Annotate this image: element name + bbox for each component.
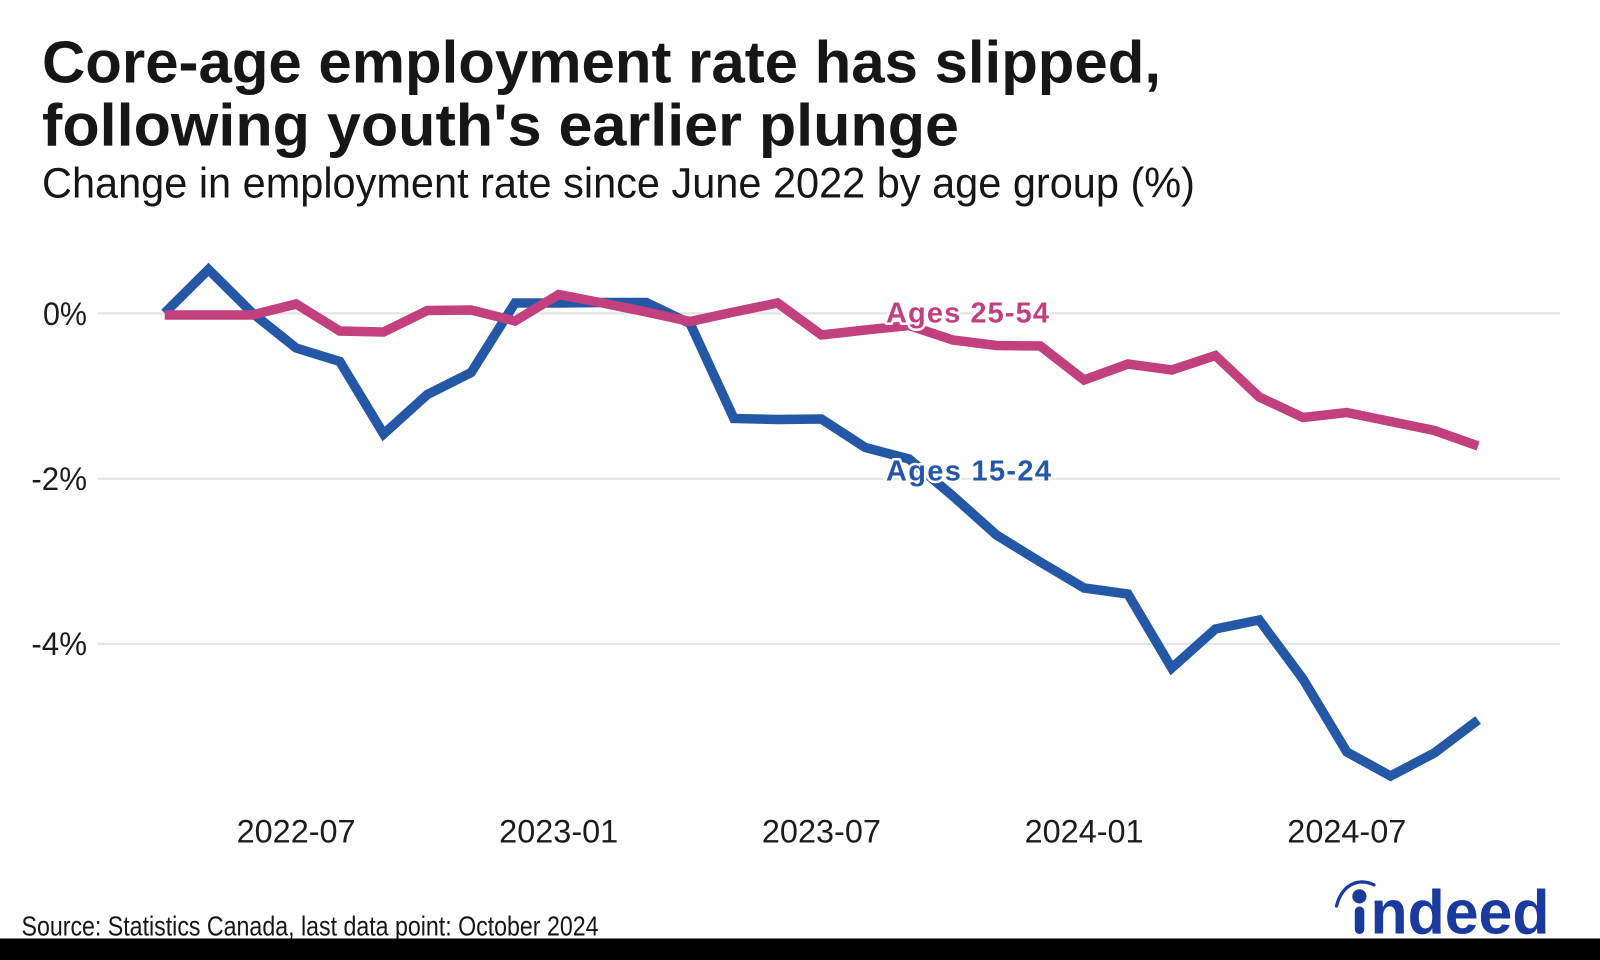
svg-text:2023-01: 2023-01 — [499, 814, 618, 850]
svg-text:-2%: -2% — [31, 461, 87, 497]
svg-text:Change in employment rate sinc: Change in employment rate since June 202… — [42, 160, 1195, 208]
svg-text:Ages 15-24: Ages 15-24 — [886, 456, 1051, 488]
svg-text:Core-age employment rate has s: Core-age employment rate has slipped, — [42, 30, 1161, 96]
svg-text:0%: 0% — [43, 296, 87, 332]
svg-text:ndeed: ndeed — [1371, 879, 1550, 948]
svg-text:Ages 25-54: Ages 25-54 — [886, 298, 1049, 330]
svg-text:2023-07: 2023-07 — [762, 814, 881, 850]
svg-text:-4%: -4% — [31, 626, 87, 662]
svg-text:Source: Statistics Canada, las: Source: Statistics Canada, last data poi… — [22, 911, 599, 942]
svg-text:2024-07: 2024-07 — [1287, 814, 1406, 850]
svg-text:2024-01: 2024-01 — [1025, 814, 1144, 850]
svg-text:following youth's earlier plun: following youth's earlier plunge — [42, 92, 959, 158]
svg-text:2022-07: 2022-07 — [237, 814, 356, 850]
